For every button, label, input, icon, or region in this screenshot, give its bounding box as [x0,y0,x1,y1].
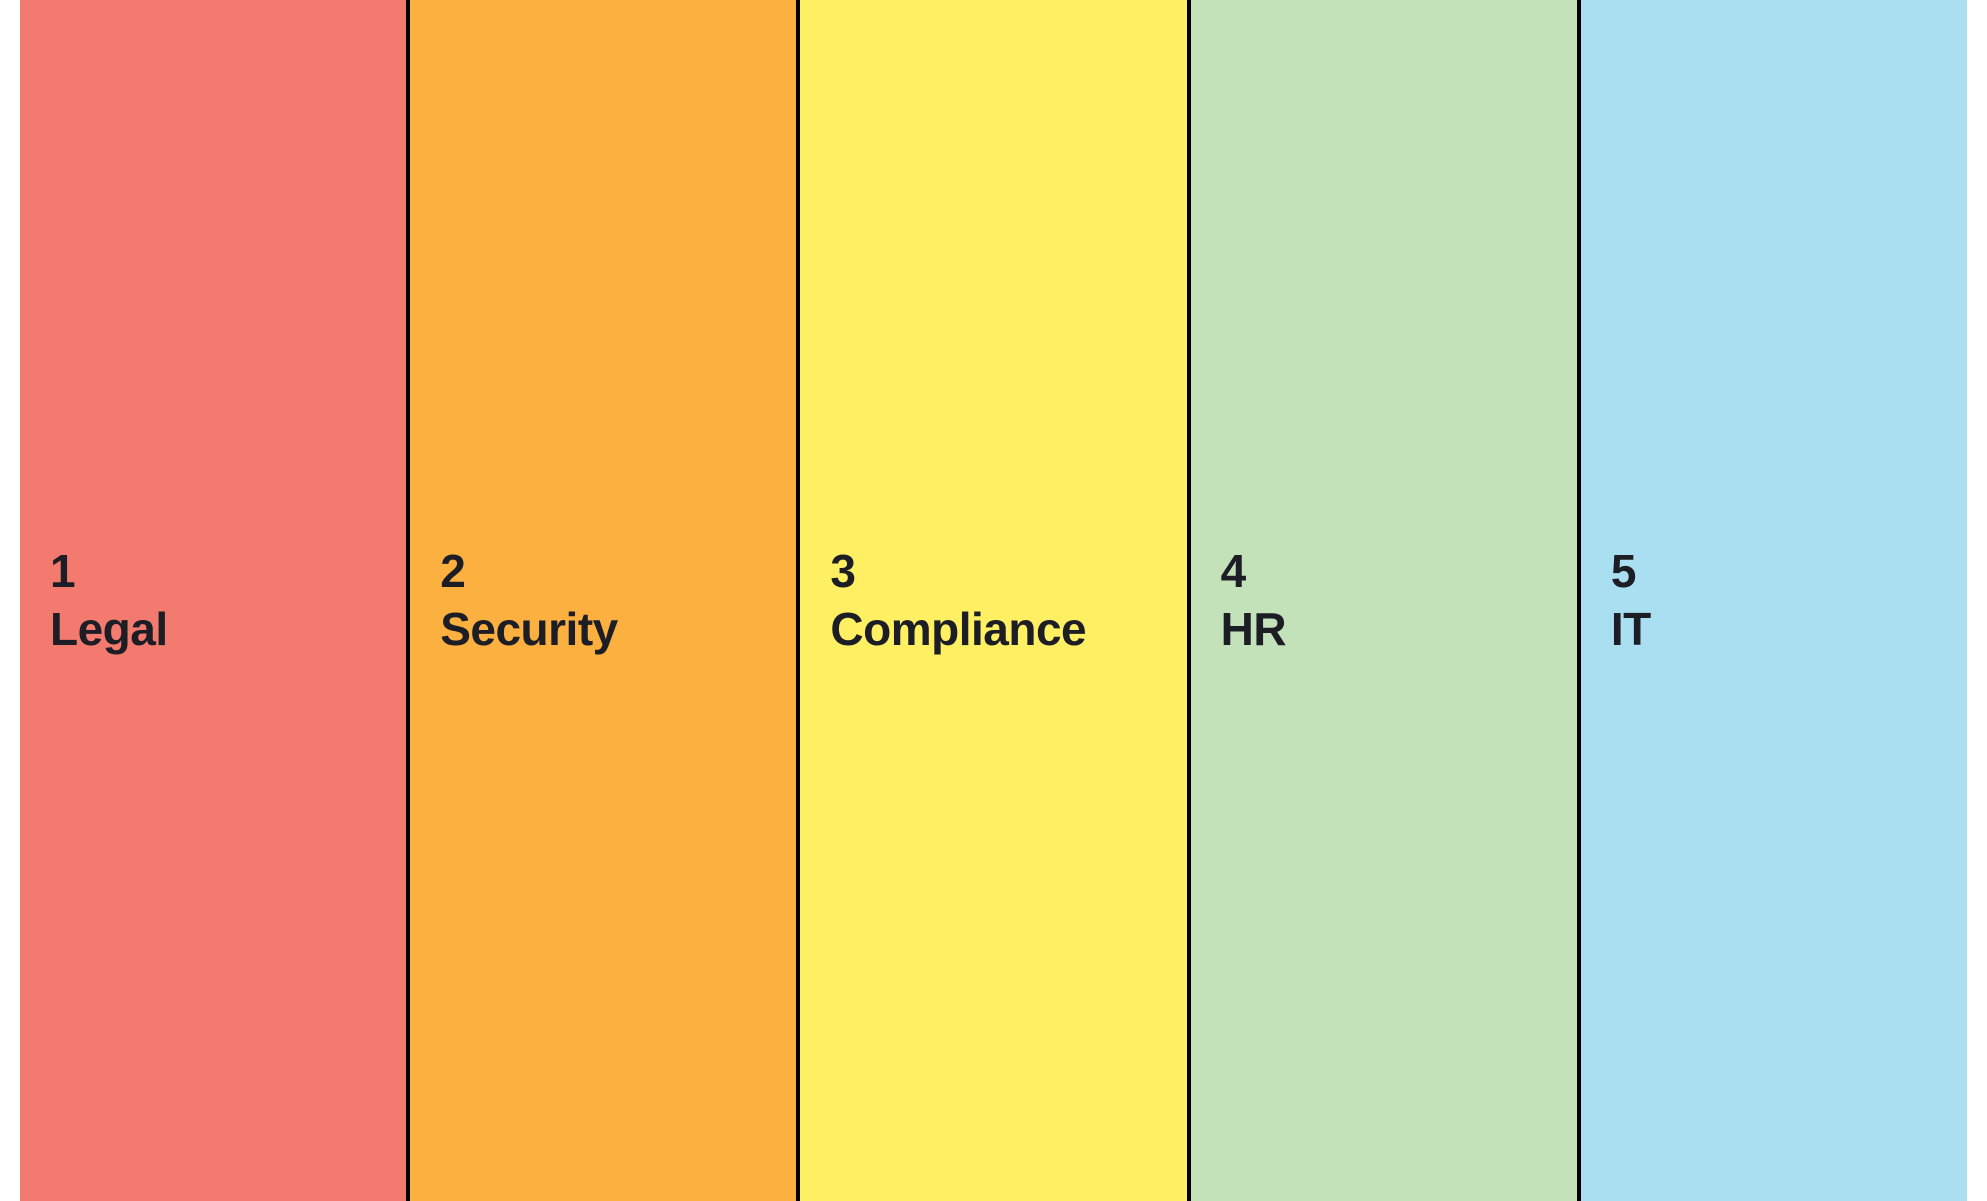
column-number: 1 [50,543,406,601]
column-label: Security [440,601,796,659]
column-number: 4 [1221,543,1577,601]
column-label: IT [1611,601,1967,659]
column-label: HR [1221,601,1577,659]
column-legal: 1 Legal [20,0,406,1201]
column-label: Legal [50,601,406,659]
column-security: 2 Security [406,0,796,1201]
column-number: 2 [440,543,796,601]
right-gutter [1967,0,1987,1201]
column-diagram: 1 Legal 2 Security 3 Compliance 4 HR 5 I… [0,0,1987,1201]
column-hr: 4 HR [1187,0,1577,1201]
column-label: Compliance [830,601,1186,659]
column-it: 5 IT [1577,0,1967,1201]
left-gutter [0,0,20,1201]
column-compliance: 3 Compliance [796,0,1186,1201]
column-number: 5 [1611,543,1967,601]
column-number: 3 [830,543,1186,601]
